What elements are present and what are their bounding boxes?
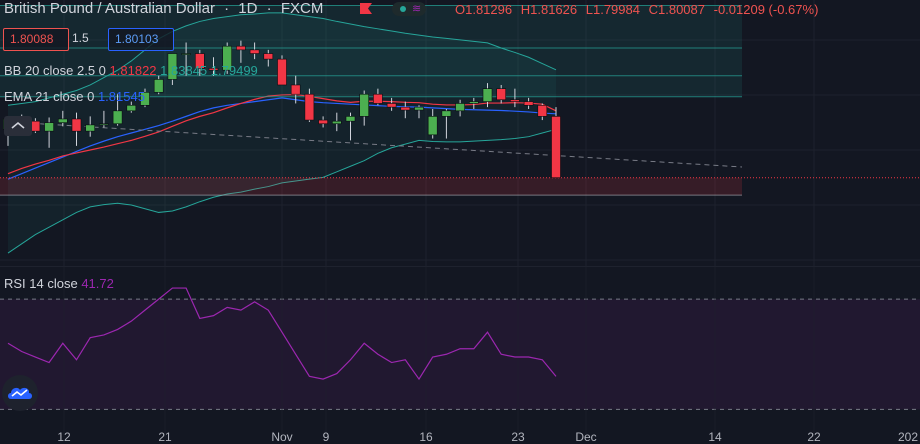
candle-body [140,92,150,106]
data-wave-icon: ≋ [412,3,422,15]
x-axis-label: 202 [897,430,919,444]
chart-title: British Pound / Australian Dollar · 1D ·… [4,0,328,17]
x-axis-label: 12 [57,430,71,444]
x-axis-label: 14 [708,430,722,444]
candle-body [414,106,424,111]
exchange-label: FXCM [280,0,324,17]
candle-body [482,88,493,102]
candle-body [373,93,383,104]
flag-icon[interactable] [360,3,372,14]
trend-line [21,122,743,168]
price-chart[interactable] [0,0,920,266]
x-axis-label: 23 [511,430,525,444]
candle-body [263,53,274,60]
candle-body [112,110,123,125]
candle-body [318,119,328,125]
x-axis-label: 21 [158,430,172,444]
candle-body [345,116,356,122]
tradingview-logo[interactable] [2,375,38,411]
bb-basis-value: 1.81822 [109,63,157,78]
candle-body [441,110,452,117]
bb-upper-line [7,12,557,106]
rsi-chart[interactable] [0,266,920,437]
candle-body [167,53,178,80]
target-zone [0,5,742,97]
candle-body [30,120,41,132]
x-axis-label: 16 [419,430,433,444]
candle-body [455,103,465,112]
title-separator: · [224,0,230,17]
bb-lower-value: 1.79499 [210,63,258,78]
candle-body [85,124,95,132]
candle-body [208,68,219,71]
market-open-dot [400,6,406,12]
bb-upper-value: 1.83845 [160,63,208,78]
candle-body [222,45,232,71]
bb-legend-name: BB 20 close 2.5 0 [4,63,106,78]
title-separator: · [266,0,272,17]
candle-body [331,120,342,125]
rsi-value: 41.72 [81,276,114,291]
x-axis-label: Nov [271,430,293,444]
rsi-band-fill [0,299,920,410]
x-axis-label: Dec [575,430,597,444]
bb-fill [8,12,556,254]
candle-body [57,118,68,123]
candle-body [277,58,287,86]
open-value: O1.81296 [455,2,513,17]
ema-legend[interactable]: EMA 21 close 0 1.81545 [4,89,145,104]
ohlc-readout: O1.81296 H1.81626 L1.79984 C1.80087 -0.0… [455,2,823,17]
candle-body [153,79,164,93]
candle-body [249,49,260,54]
candle-body [304,93,315,121]
stop-zone [0,177,742,196]
rsi-line [7,287,557,381]
rsi-legend[interactable]: RSI 14 close 41.72 [4,276,114,291]
candle-body [386,103,397,108]
candle-body [400,106,411,111]
ema-value: 1.81545 [97,89,145,104]
buy-button[interactable]: 1.80103 [108,28,174,51]
low-value: L1.79984 [585,2,640,17]
sell-button[interactable]: 1.80088 [3,28,69,51]
x-axis-label: 22 [807,430,821,444]
bb-legend[interactable]: BB 20 close 2.5 0 1.81822 1.83845 1.7949… [4,63,258,78]
candle-body [126,104,137,112]
candle-body [510,99,520,102]
market-status-icon[interactable]: ≋ [392,2,426,16]
candle-body [290,84,301,95]
candle-body [496,88,507,101]
candle-body [181,53,191,55]
ema-legend-name: EMA 21 close 0 [4,89,95,104]
candle-body [359,93,370,117]
bb-lower-line [7,128,557,254]
candle-body [427,116,438,136]
candle-body [537,104,548,117]
candle-body [99,123,109,126]
interval-label: 1D [238,0,258,17]
candle-body [551,116,561,179]
high-value: H1.81626 [520,2,578,17]
collapse-legend-icon[interactable] [4,116,32,136]
instrument-name: British Pound / Australian Dollar [4,0,215,17]
candle-body [71,118,82,132]
spread-value: 1.5 [72,31,89,45]
change-value: -0.01209 (-0.67%) [713,2,819,17]
x-axis-label: 9 [322,430,330,444]
candle-body [195,53,205,69]
candle-body [236,45,246,51]
candle-body [523,101,534,106]
rsi-legend-name: RSI 14 close [4,276,78,291]
candle-body [44,122,54,132]
cloud-icon [8,387,32,399]
close-value: C1.80087 [648,2,705,17]
candle-body [468,101,479,104]
